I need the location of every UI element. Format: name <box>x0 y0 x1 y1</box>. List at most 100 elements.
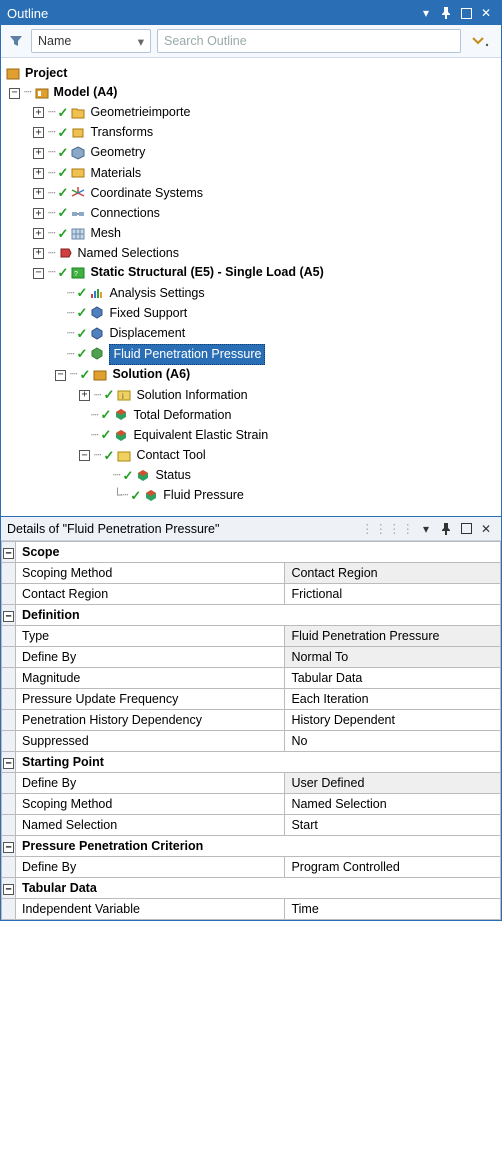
prop-val[interactable]: Time <box>285 899 501 920</box>
tree-row[interactable]: +┈✓Geometry <box>5 143 497 163</box>
tree-label: Fixed Support <box>109 304 187 323</box>
prop-val[interactable]: Contact Region <box>285 563 501 584</box>
expand-icon[interactable]: + <box>33 107 44 118</box>
search-placeholder: Search Outline <box>164 34 247 48</box>
collapse-icon[interactable]: − <box>55 370 66 381</box>
tree-row[interactable]: ┈✓Fixed Support <box>5 303 497 323</box>
search-input[interactable]: Search Outline <box>157 29 461 53</box>
maximize-icon[interactable] <box>457 520 475 538</box>
pin-icon[interactable] <box>437 520 455 538</box>
property-row[interactable]: Scoping MethodContact Region <box>2 563 501 584</box>
property-row[interactable]: TypeFluid Penetration Pressure <box>2 626 501 647</box>
property-row[interactable]: Pressure Update FrequencyEach Iteration <box>2 689 501 710</box>
check-icon: ✓ <box>58 123 69 143</box>
tree-row-model[interactable]: − ┈ Model (A4) <box>5 83 497 102</box>
tree-row[interactable]: ┈✓Displacement <box>5 324 497 344</box>
pin-icon[interactable] <box>437 4 455 22</box>
prop-key: Penetration History Dependency <box>16 710 285 731</box>
tree-row[interactable]: ┈✓Equivalent Elastic Strain <box>5 425 497 445</box>
maximize-icon[interactable] <box>457 4 475 22</box>
prop-key: Suppressed <box>16 731 285 752</box>
tree-row-solution[interactable]: −┈✓Solution (A6) <box>5 365 497 385</box>
expand-icon[interactable]: + <box>79 390 90 401</box>
dropdown-icon[interactable]: ▾ <box>417 520 435 538</box>
expand-icon[interactable]: + <box>33 228 44 239</box>
group-label: Starting Point <box>16 752 501 773</box>
property-row[interactable]: Scoping MethodNamed Selection <box>2 794 501 815</box>
property-row[interactable]: Contact RegionFrictional <box>2 584 501 605</box>
tree-row[interactable]: +┈✓Connections <box>5 203 497 223</box>
prop-val[interactable]: Start <box>285 815 501 836</box>
materials-icon <box>70 165 86 181</box>
details-title: Details of "Fluid Penetration Pressure" <box>7 522 361 536</box>
tree-row[interactable]: +┈✓Coordinate Systems <box>5 183 497 203</box>
dropdown-icon[interactable]: ▾ <box>417 4 435 22</box>
check-icon: ✓ <box>58 224 69 244</box>
analysis-icon <box>89 285 105 301</box>
project-icon <box>5 66 21 82</box>
prop-val[interactable]: Fluid Penetration Pressure <box>285 626 501 647</box>
prop-val[interactable]: Each Iteration <box>285 689 501 710</box>
prop-val[interactable]: No <box>285 731 501 752</box>
expand-icon[interactable]: + <box>33 188 44 199</box>
collapse-icon[interactable]: − <box>79 450 90 461</box>
tree-row-static[interactable]: −┈✓?Static Structural (E5) - Single Load… <box>5 263 497 283</box>
expand-icon[interactable]: + <box>33 208 44 219</box>
tree-row-selected[interactable]: ┈✓Fluid Penetration Pressure <box>5 344 497 365</box>
tree-row[interactable]: +┈Named Selections <box>5 244 497 263</box>
prop-val[interactable]: History Dependent <box>285 710 501 731</box>
filter-icon[interactable] <box>7 32 25 50</box>
prop-key: Type <box>16 626 285 647</box>
tree-row[interactable]: ┈✓Analysis Settings <box>5 283 497 303</box>
property-row[interactable]: Define ByUser Defined <box>2 773 501 794</box>
property-row[interactable]: Independent VariableTime <box>2 899 501 920</box>
tree-row[interactable]: +┈✓Materials <box>5 163 497 183</box>
tree-view[interactable]: Project − ┈ Model (A4) +┈✓Geometrieimpor… <box>1 58 501 516</box>
property-row[interactable]: Named SelectionStart <box>2 815 501 836</box>
tree-row-contacttool[interactable]: −┈✓Contact Tool <box>5 446 497 466</box>
filter-dropdown[interactable]: Name ▾ <box>31 29 151 53</box>
close-icon[interactable]: ✕ <box>477 520 495 538</box>
tree-label: Static Structural (E5) - Single Load (A5… <box>90 263 323 282</box>
expand-icon[interactable]: + <box>33 127 44 138</box>
prop-val[interactable]: Program Controlled <box>285 857 501 878</box>
tree-row[interactable]: +┈✓Mesh <box>5 224 497 244</box>
prop-val[interactable]: Named Selection <box>285 794 501 815</box>
property-row[interactable]: Define ByNormal To <box>2 647 501 668</box>
prop-val[interactable]: Frictional <box>285 584 501 605</box>
expand-icon[interactable]: + <box>33 148 44 159</box>
expand-button[interactable] <box>467 30 495 52</box>
group-row: −Pressure Penetration Criterion <box>2 836 501 857</box>
group-row: −Scope <box>2 542 501 563</box>
tree-row[interactable]: ┈✓Total Deformation <box>5 405 497 425</box>
svg-text:i: i <box>122 392 124 401</box>
tree-label: Solution (A6) <box>112 365 190 384</box>
tree-label: Model (A4) <box>54 83 118 102</box>
tree-label: Geometrieimporte <box>90 103 190 122</box>
property-row[interactable]: MagnitudeTabular Data <box>2 668 501 689</box>
details-panel: Details of "Fluid Penetration Pressure" … <box>0 517 502 921</box>
result-icon <box>143 488 159 504</box>
tree-row[interactable]: ┈✓Status <box>5 466 497 486</box>
collapse-icon[interactable]: − <box>33 268 44 279</box>
tree-row[interactable]: └┈✓Fluid Pressure <box>5 486 497 506</box>
tree-row[interactable]: +┈✓Geometrieimporte <box>5 103 497 123</box>
tree-row[interactable]: +┈✓Transforms <box>5 123 497 143</box>
tree-label: Named Selections <box>78 244 179 263</box>
tree-row[interactable]: +┈✓iSolution Information <box>5 385 497 405</box>
prop-val[interactable]: Tabular Data <box>285 668 501 689</box>
property-row[interactable]: SuppressedNo <box>2 731 501 752</box>
collapse-icon[interactable]: − <box>9 88 20 99</box>
prop-val[interactable]: Normal To <box>285 647 501 668</box>
property-row[interactable]: Define ByProgram Controlled <box>2 857 501 878</box>
property-row[interactable]: Penetration History DependencyHistory De… <box>2 710 501 731</box>
named-sel-icon <box>58 245 74 261</box>
tree-label: Materials <box>90 164 141 183</box>
close-icon[interactable]: ✕ <box>477 4 495 22</box>
collapse-icon: − <box>3 884 14 895</box>
tree-label: Project <box>25 64 67 83</box>
expand-icon[interactable]: + <box>33 248 44 259</box>
tree-row-project[interactable]: Project <box>5 64 497 83</box>
expand-icon[interactable]: + <box>33 168 44 179</box>
prop-val[interactable]: User Defined <box>285 773 501 794</box>
